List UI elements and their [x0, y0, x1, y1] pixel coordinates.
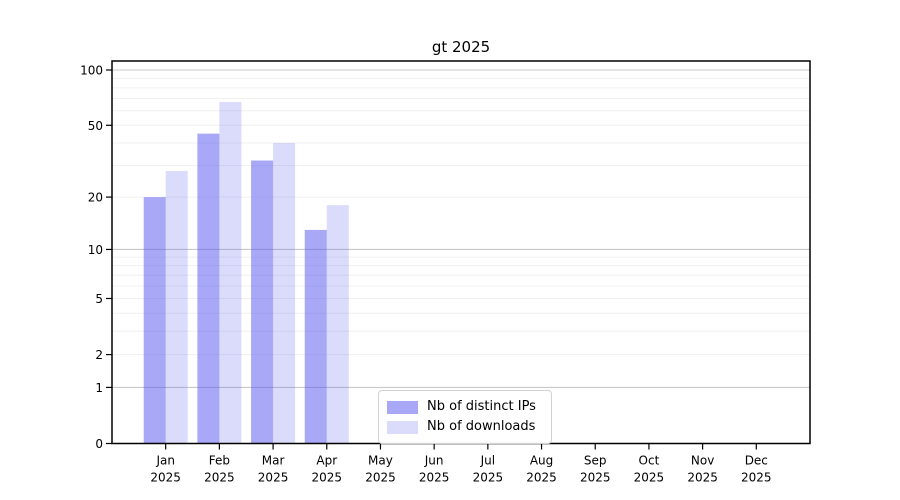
legend: Nb of distinct IPs Nb of downloads — [378, 390, 552, 444]
y-tick-label: 50 — [88, 119, 103, 133]
y-tick-label: 1 — [95, 381, 103, 395]
y-tick-label: 0 — [95, 437, 103, 451]
x-tick-label-year: 2025 — [258, 471, 289, 485]
x-tick-label-year: 2025 — [687, 471, 718, 485]
x-tick-label-year: 2025 — [580, 471, 611, 485]
bar-ips-mar — [251, 160, 274, 444]
x-tick-label-month: Jun — [424, 454, 444, 468]
bar-ips-apr — [304, 229, 327, 444]
y-tick-label: 100 — [80, 64, 103, 78]
x-tick-label-month: May — [368, 454, 393, 468]
bar-downloads-mar — [273, 142, 296, 444]
x-tick-label-year: 2025 — [526, 471, 557, 485]
x-tick-label-month: Feb — [209, 454, 230, 468]
legend-swatch-downloads — [387, 420, 418, 434]
x-tick-label-year: 2025 — [365, 471, 396, 485]
x-tick-label-year: 2025 — [204, 471, 235, 485]
x-tick-label-year: 2025 — [150, 471, 181, 485]
legend-item-distinct-ips: Nb of distinct IPs — [387, 397, 543, 417]
gridlines — [112, 69, 810, 388]
y-tick-label: 20 — [88, 191, 103, 205]
x-tick-label-month: Oct — [639, 454, 660, 468]
x-tick-label-month: Dec — [745, 454, 768, 468]
x-tick-label-year: 2025 — [473, 471, 504, 485]
legend-item-downloads: Nb of downloads — [387, 417, 543, 437]
bar-downloads-apr — [326, 205, 349, 444]
x-tick-label-month: Apr — [316, 454, 337, 468]
bar-downloads-feb — [219, 102, 242, 444]
bar-ips-feb — [197, 133, 220, 444]
x-tick-label-year: 2025 — [741, 471, 772, 485]
x-tick-label-year: 2025 — [634, 471, 665, 485]
chart-title: gt 2025 — [432, 38, 490, 56]
bar-ips-jan — [143, 197, 166, 444]
x-tick-label-month: Mar — [262, 454, 285, 468]
x-tick-label-month: Nov — [691, 454, 714, 468]
x-tick-label-year: 2025 — [419, 471, 450, 485]
bars — [143, 102, 349, 444]
x-tick-label-month: Jul — [480, 454, 495, 468]
bar-downloads-jan — [165, 170, 188, 444]
y-tick-label: 5 — [95, 292, 103, 306]
axis-labels: 0 1 2 5 10 20 50 100 Jan 2025 Feb 2025 Mar 2025 Apr 202… — [80, 64, 771, 485]
x-tick-label-month: Jan — [155, 454, 175, 468]
x-tick-label-month: Aug — [530, 454, 553, 468]
y-tick-label: 2 — [95, 348, 103, 362]
x-tick-label-month: Sep — [584, 454, 607, 468]
legend-label-distinct-ips: Nb of distinct IPs — [427, 399, 536, 414]
legend-label-downloads: Nb of downloads — [427, 419, 536, 434]
y-tick-label: 10 — [88, 243, 103, 257]
x-tick-label-year: 2025 — [311, 471, 342, 485]
legend-swatch-distinct-ips — [387, 400, 418, 414]
